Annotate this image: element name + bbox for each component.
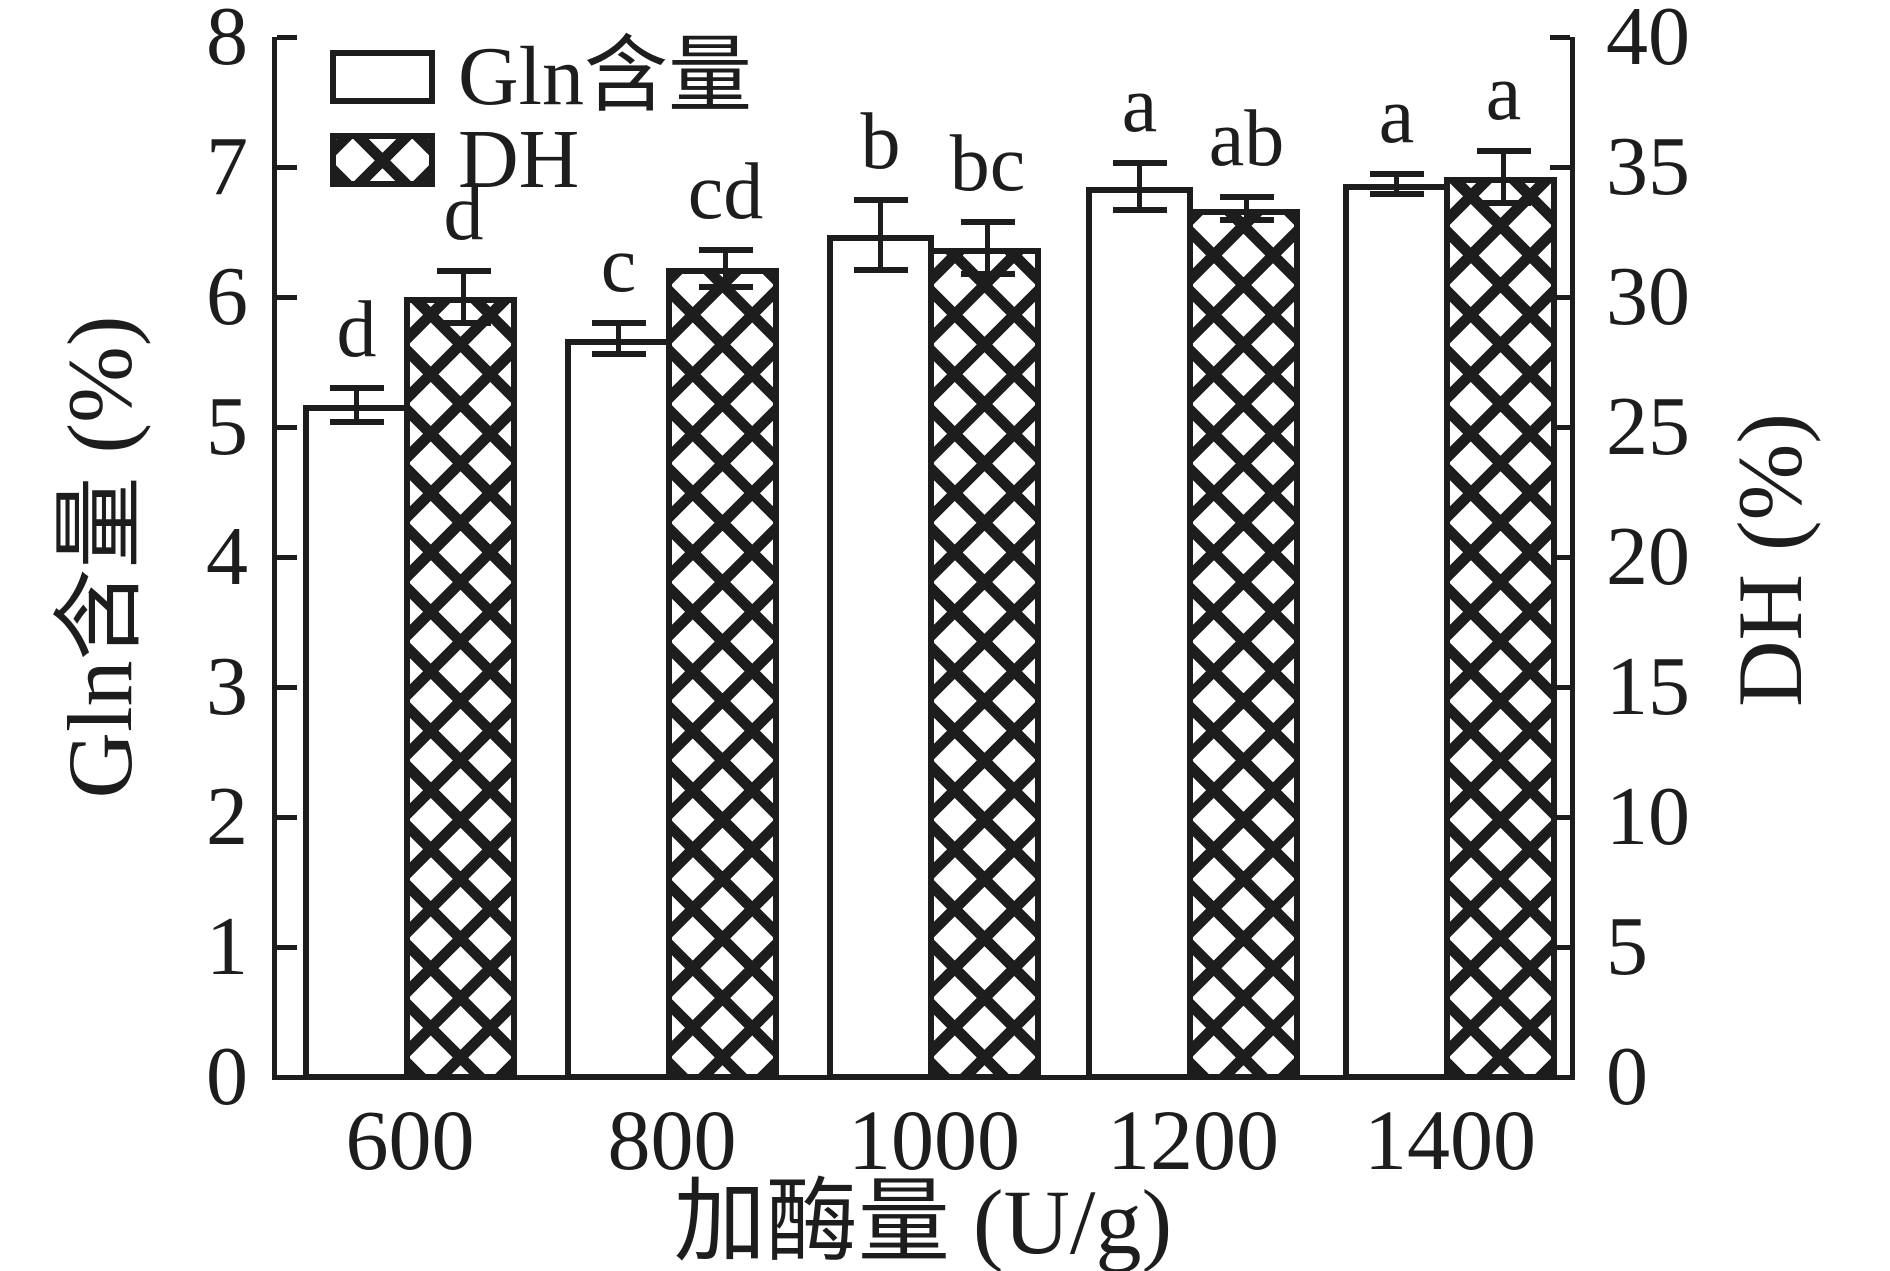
left-axis-title: Gln含量 (%) — [49, 315, 151, 799]
error-bar-cap-top — [1219, 193, 1274, 200]
y-right-tick — [1550, 554, 1570, 560]
y-axis-left-line — [272, 37, 277, 1080]
y-left-tick-label: 0 — [206, 1030, 248, 1123]
error-bar-whisker — [878, 199, 883, 270]
legend-swatch-dh — [330, 133, 435, 187]
y-right-tick — [1550, 944, 1570, 950]
y-left-tick-label: 2 — [206, 770, 248, 863]
sig-letter: bc — [949, 119, 1026, 208]
y-axis-right-line — [1570, 37, 1575, 1080]
error-bar-cap-bottom — [1476, 200, 1531, 207]
error-bar-cap-top — [591, 320, 646, 326]
sig-letter: d — [443, 169, 484, 257]
sig-letter: a — [1121, 61, 1158, 150]
y-right-tick — [1550, 684, 1570, 690]
y-left-tick — [277, 554, 297, 560]
y-right-tick — [1550, 164, 1570, 170]
y-right-tick-label: 25 — [1606, 380, 1690, 473]
y-right-tick — [1550, 294, 1570, 300]
error-bar-cap-top — [1476, 148, 1531, 155]
bar-gln-800 — [565, 338, 672, 1080]
y-right-tick-label: 10 — [1606, 770, 1690, 863]
error-bar-cap-bottom — [960, 270, 1015, 277]
x-tick-label: 1400 — [1364, 1092, 1536, 1188]
legend-label-dh: DH — [458, 113, 580, 206]
y-left-tick-label: 1 — [206, 900, 248, 993]
sig-letter: a — [1378, 71, 1415, 160]
y-left-tick — [277, 34, 297, 40]
error-bar-cap-bottom — [853, 266, 908, 273]
x-axis-title: 加酶量 (U/g) — [673, 1171, 1173, 1271]
error-bar-cap-bottom — [436, 320, 491, 326]
x-tick-label: 600 — [345, 1092, 475, 1188]
error-bar-cap-bottom — [698, 283, 753, 290]
bar-dh-800 — [666, 268, 779, 1080]
y-left-tick-label: 3 — [206, 640, 248, 733]
error-bar-cap-bottom — [329, 418, 384, 425]
x-tick-label: 800 — [607, 1092, 737, 1188]
legend-swatch-gln — [330, 50, 435, 104]
sig-letter: c — [600, 221, 637, 309]
y-right-tick-label: 20 — [1606, 510, 1690, 603]
legend-label-gln: Gln含量 — [458, 30, 753, 123]
y-right-tick — [1550, 34, 1570, 40]
y-left-tick-label: 6 — [206, 250, 248, 343]
y-right-tick — [1550, 424, 1570, 430]
sig-letter: d — [336, 286, 377, 374]
error-bar-cap-bottom — [591, 351, 646, 358]
error-bar-whisker — [354, 388, 359, 422]
error-bar-cap-top — [436, 268, 491, 274]
error-bar-cap-bottom — [1369, 191, 1424, 198]
y-left-tick — [277, 424, 297, 430]
bar-dh-1000 — [928, 247, 1041, 1080]
error-bar-cap-top — [1369, 170, 1424, 177]
error-bar-cap-top — [853, 196, 908, 203]
y-left-tick-label: 5 — [206, 380, 248, 473]
x-tick-label: 1000 — [848, 1092, 1020, 1188]
error-bar-cap-bottom — [1112, 206, 1167, 213]
error-bar-whisker — [985, 221, 990, 274]
y-left-tick — [277, 944, 297, 950]
sig-letter: cd — [687, 148, 764, 237]
bar-gln-1400 — [1343, 183, 1450, 1080]
y-left-tick-label: 8 — [206, 0, 248, 83]
bar-gln-1200 — [1086, 186, 1193, 1080]
y-left-tick — [277, 814, 297, 820]
error-bar-cap-top — [960, 218, 1015, 225]
y-right-tick-label: 30 — [1606, 250, 1690, 343]
error-bar-whisker — [1137, 163, 1142, 210]
y-right-tick-label: 15 — [1606, 640, 1690, 733]
error-bar-cap-top — [698, 247, 753, 254]
x-tick-label: 1200 — [1107, 1092, 1279, 1188]
y-left-tick — [277, 684, 297, 690]
error-bar-whisker — [1501, 151, 1506, 204]
y-left-tick — [277, 294, 297, 300]
bar-gln-600 — [303, 404, 410, 1080]
right-axis-title: DH (%) — [1719, 413, 1821, 707]
bar-dh-1400 — [1444, 177, 1557, 1080]
error-bar-whisker — [1394, 173, 1399, 195]
sig-letter: a — [1485, 49, 1522, 138]
error-bar-whisker — [723, 250, 728, 287]
error-bar-cap-top — [329, 385, 384, 391]
y-left-tick — [277, 164, 297, 170]
y-right-tick-label: 0 — [1606, 1030, 1648, 1123]
bar-dh-1200 — [1187, 208, 1300, 1080]
y-left-tick-label: 4 — [206, 510, 248, 603]
error-bar-cap-bottom — [1219, 217, 1274, 224]
y-left-tick-label: 7 — [206, 120, 248, 213]
error-bar-cap-top — [1112, 160, 1167, 167]
bar-gln-1000 — [827, 234, 934, 1080]
error-bar-whisker — [461, 271, 466, 323]
error-bar-whisker — [1244, 196, 1249, 221]
y-right-tick-label: 40 — [1606, 0, 1690, 83]
sig-letter: ab — [1208, 94, 1285, 183]
y-right-tick-label: 35 — [1606, 120, 1690, 213]
bar-dh-600 — [404, 297, 517, 1080]
error-bar-whisker — [616, 323, 621, 355]
y-right-tick — [1550, 814, 1570, 820]
y-right-tick-label: 5 — [1606, 900, 1648, 993]
sig-letter: b — [860, 97, 901, 186]
